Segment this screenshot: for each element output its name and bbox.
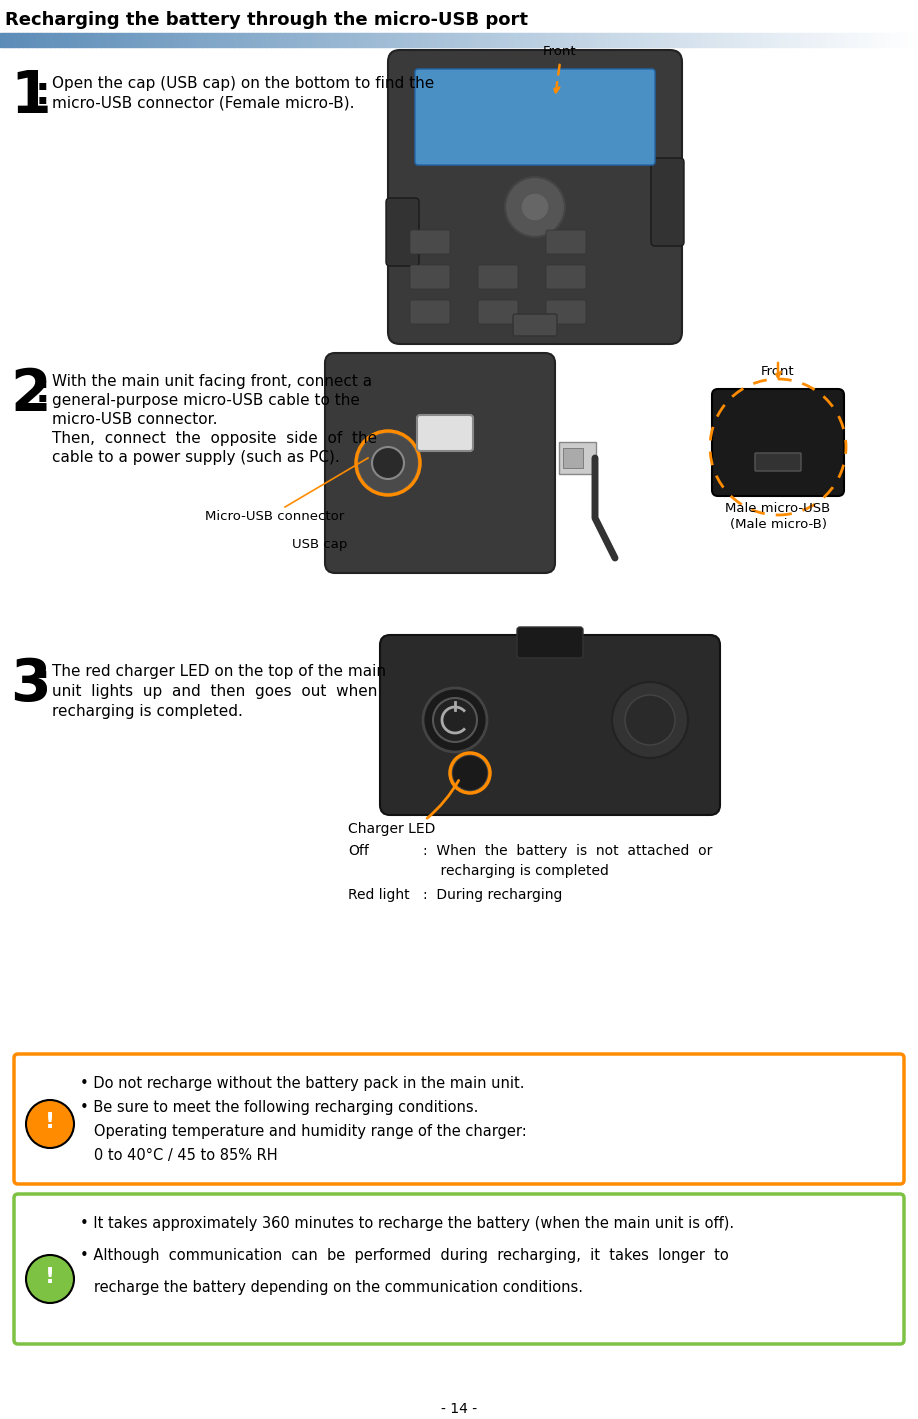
Circle shape (358, 433, 418, 492)
Text: micro-USB connector (Female micro-B).: micro-USB connector (Female micro-B). (52, 96, 354, 111)
FancyBboxPatch shape (380, 634, 720, 815)
Text: Open the cap (USB cap) on the bottom to find the: Open the cap (USB cap) on the bottom to … (52, 77, 434, 91)
Text: Front: Front (761, 365, 795, 377)
Text: • Although  communication  can  be  performed  during  recharging,  it  takes  l: • Although communication can be performe… (80, 1247, 729, 1263)
Text: Charger LED: Charger LED (348, 822, 435, 836)
FancyBboxPatch shape (651, 158, 684, 245)
FancyBboxPatch shape (14, 1193, 904, 1344)
Circle shape (26, 1254, 74, 1303)
Text: Then,  connect  the  opposite  side  of  the: Then, connect the opposite side of the (52, 431, 377, 446)
FancyBboxPatch shape (563, 448, 583, 468)
Circle shape (452, 755, 488, 790)
Text: • Be sure to meet the following recharging conditions.: • Be sure to meet the following rechargi… (80, 1100, 478, 1115)
Text: !: ! (45, 1267, 55, 1287)
Text: • Do not recharge without the battery pack in the main unit.: • Do not recharge without the battery pa… (80, 1076, 524, 1091)
Circle shape (521, 193, 549, 221)
FancyBboxPatch shape (546, 299, 586, 324)
Circle shape (372, 447, 404, 480)
Text: recharging is completed.: recharging is completed. (52, 704, 243, 719)
Circle shape (505, 177, 565, 237)
Text: recharging is completed: recharging is completed (423, 864, 609, 878)
Circle shape (625, 695, 675, 745)
Text: Male micro-USB: Male micro-USB (725, 502, 831, 515)
Text: micro-USB connector.: micro-USB connector. (52, 412, 218, 427)
Text: The red charger LED on the top of the main: The red charger LED on the top of the ma… (52, 664, 386, 680)
FancyBboxPatch shape (14, 1054, 904, 1183)
Circle shape (612, 683, 688, 758)
Text: :  When  the  battery  is  not  attached  or: : When the battery is not attached or (423, 844, 712, 858)
Text: Off: Off (348, 844, 369, 858)
FancyBboxPatch shape (415, 70, 655, 165)
Text: Red light: Red light (348, 888, 409, 902)
Text: recharge the battery depending on the communication conditions.: recharge the battery depending on the co… (80, 1280, 583, 1296)
Text: !: ! (45, 1112, 55, 1132)
Text: (Male micro-B): (Male micro-B) (730, 518, 826, 531)
FancyBboxPatch shape (386, 199, 419, 265)
Circle shape (26, 1100, 74, 1148)
FancyBboxPatch shape (410, 299, 450, 324)
Text: With the main unit facing front, connect a: With the main unit facing front, connect… (52, 375, 372, 389)
Text: 1: 1 (10, 68, 50, 125)
Circle shape (423, 688, 487, 752)
FancyBboxPatch shape (417, 414, 473, 451)
Text: :: : (35, 74, 50, 112)
Text: USB cap: USB cap (292, 538, 348, 551)
Text: cable to a power supply (such as PC).: cable to a power supply (such as PC). (52, 450, 340, 465)
Text: :  During recharging: : During recharging (423, 888, 563, 902)
Text: Micro-USB connector: Micro-USB connector (206, 509, 344, 524)
Text: - 14 -: - 14 - (441, 1402, 477, 1416)
Text: :: : (35, 663, 50, 700)
Text: unit  lights  up  and  then  goes  out  when: unit lights up and then goes out when (52, 684, 377, 700)
Text: 3: 3 (10, 656, 50, 712)
Text: :: : (35, 372, 50, 410)
FancyBboxPatch shape (559, 441, 596, 474)
FancyBboxPatch shape (546, 265, 586, 289)
Text: 2: 2 (10, 366, 50, 423)
FancyBboxPatch shape (517, 627, 583, 658)
FancyBboxPatch shape (410, 265, 450, 289)
FancyBboxPatch shape (410, 230, 450, 254)
FancyBboxPatch shape (755, 453, 801, 471)
Text: • It takes approximately 360 minutes to recharge the battery (when the main unit: • It takes approximately 360 minutes to … (80, 1216, 734, 1232)
FancyBboxPatch shape (712, 389, 844, 497)
FancyBboxPatch shape (478, 299, 518, 324)
FancyBboxPatch shape (478, 265, 518, 289)
Text: general-purpose micro-USB cable to the: general-purpose micro-USB cable to the (52, 393, 360, 409)
FancyBboxPatch shape (388, 50, 682, 343)
FancyBboxPatch shape (325, 353, 555, 573)
FancyBboxPatch shape (546, 230, 586, 254)
Text: Recharging the battery through the micro-USB port: Recharging the battery through the micro… (5, 11, 528, 28)
Text: 0 to 40°C / 45 to 85% RH: 0 to 40°C / 45 to 85% RH (80, 1148, 277, 1164)
Text: Front: Front (543, 45, 577, 58)
Text: Operating temperature and humidity range of the charger:: Operating temperature and humidity range… (80, 1124, 527, 1139)
FancyBboxPatch shape (513, 314, 557, 336)
Circle shape (433, 698, 477, 742)
